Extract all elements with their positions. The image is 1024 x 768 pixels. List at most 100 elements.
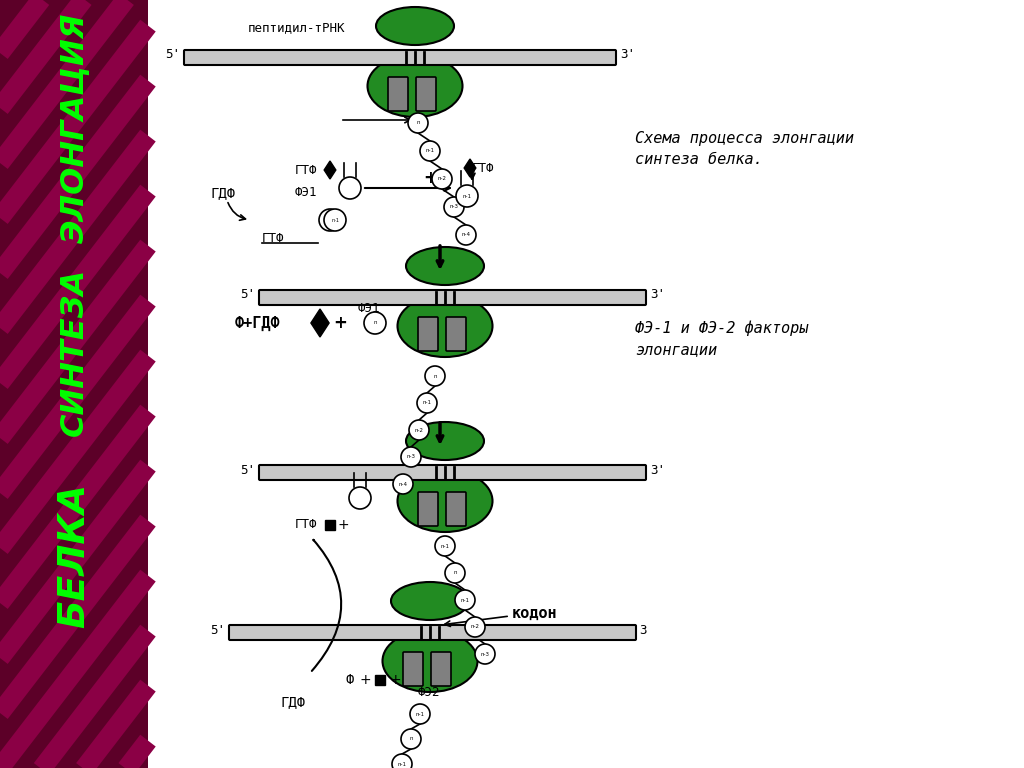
- Text: n-1: n-1: [423, 400, 431, 406]
- Text: ЭЛОНГАЦИЯ: ЭЛОНГАЦИЯ: [58, 13, 89, 243]
- Circle shape: [319, 209, 341, 231]
- Circle shape: [392, 754, 412, 768]
- Text: n-3: n-3: [407, 455, 416, 459]
- Circle shape: [456, 225, 476, 245]
- Text: n-2: n-2: [470, 624, 479, 630]
- Ellipse shape: [397, 295, 493, 357]
- Circle shape: [324, 209, 346, 231]
- Text: 3': 3': [650, 289, 665, 302]
- Text: БЕЛКА: БЕЛКА: [56, 483, 92, 628]
- Text: n: n: [454, 571, 457, 575]
- Text: n-1: n-1: [331, 217, 339, 223]
- Circle shape: [425, 366, 445, 386]
- Text: n-3: n-3: [480, 651, 489, 657]
- FancyBboxPatch shape: [403, 652, 423, 686]
- FancyBboxPatch shape: [416, 77, 436, 111]
- Text: n-1: n-1: [397, 762, 407, 766]
- Ellipse shape: [397, 470, 493, 532]
- Text: n: n: [433, 373, 437, 379]
- Text: Ф+ГДФ: Ф+ГДФ: [234, 316, 280, 330]
- Circle shape: [420, 141, 440, 161]
- FancyBboxPatch shape: [229, 625, 636, 640]
- Circle shape: [456, 185, 478, 207]
- Circle shape: [444, 197, 464, 217]
- Text: +: +: [337, 518, 349, 532]
- Text: +: +: [333, 314, 347, 332]
- Ellipse shape: [376, 7, 454, 45]
- Text: n-1: n-1: [463, 194, 471, 198]
- Circle shape: [435, 536, 455, 556]
- FancyBboxPatch shape: [418, 317, 438, 351]
- Text: 5': 5': [240, 289, 255, 302]
- Bar: [375, 675, 385, 685]
- Text: ФЭ2: ФЭ2: [418, 686, 440, 699]
- Text: Схема процесса элонгации: Схема процесса элонгации: [635, 131, 854, 145]
- FancyBboxPatch shape: [446, 317, 466, 351]
- Text: 3': 3': [650, 464, 665, 476]
- FancyBboxPatch shape: [259, 290, 646, 305]
- Text: пептидил-тРНК: пептидил-тРНК: [248, 22, 345, 35]
- Circle shape: [364, 312, 386, 334]
- Text: элонгации: элонгации: [635, 343, 717, 357]
- Text: ФЭ1: ФЭ1: [358, 302, 381, 315]
- Polygon shape: [325, 161, 336, 179]
- Circle shape: [455, 590, 475, 610]
- Bar: [325, 520, 335, 530]
- Text: n: n: [416, 121, 420, 125]
- Circle shape: [408, 113, 428, 133]
- Text: +: +: [359, 673, 371, 687]
- Text: n-2: n-2: [415, 428, 424, 432]
- Circle shape: [409, 420, 429, 440]
- Ellipse shape: [406, 247, 484, 285]
- Text: ФЭ-1 и ФЭ-2 факторы: ФЭ-1 и ФЭ-2 факторы: [635, 320, 808, 336]
- Text: ГТФ: ГТФ: [295, 518, 317, 531]
- Circle shape: [465, 617, 485, 637]
- Text: 5': 5': [240, 464, 255, 476]
- Circle shape: [410, 704, 430, 724]
- Text: ГТФ: ГТФ: [262, 231, 285, 244]
- Circle shape: [401, 729, 421, 749]
- Polygon shape: [464, 159, 476, 177]
- Circle shape: [432, 169, 452, 189]
- Text: +: +: [423, 169, 437, 187]
- Ellipse shape: [383, 630, 477, 692]
- FancyBboxPatch shape: [184, 50, 616, 65]
- Text: n-4: n-4: [462, 233, 470, 237]
- Text: ГДФ: ГДФ: [280, 695, 305, 709]
- Text: 5': 5': [210, 624, 225, 637]
- Ellipse shape: [368, 55, 463, 117]
- Circle shape: [417, 393, 437, 413]
- Text: n-1: n-1: [440, 544, 450, 548]
- Text: n-1: n-1: [461, 598, 469, 603]
- Text: Ф: Ф: [346, 673, 354, 687]
- Text: n-2: n-2: [437, 177, 446, 181]
- Circle shape: [339, 177, 361, 199]
- Text: синтеза белка.: синтеза белка.: [635, 153, 763, 167]
- Text: n: n: [410, 737, 413, 741]
- Text: +: +: [389, 673, 400, 687]
- FancyBboxPatch shape: [418, 492, 438, 526]
- Text: n-4: n-4: [398, 482, 408, 486]
- Text: СИНТЕЗА: СИНТЕЗА: [58, 268, 89, 436]
- Ellipse shape: [391, 582, 469, 620]
- Ellipse shape: [406, 422, 484, 460]
- Circle shape: [475, 644, 495, 664]
- Circle shape: [393, 474, 413, 494]
- Text: ГДФ: ГДФ: [210, 186, 236, 200]
- FancyBboxPatch shape: [259, 465, 646, 480]
- FancyBboxPatch shape: [446, 492, 466, 526]
- Text: кодон: кодон: [512, 605, 558, 621]
- Text: n: n: [374, 320, 377, 326]
- Text: ГТФ: ГТФ: [295, 164, 317, 177]
- Circle shape: [445, 563, 465, 583]
- Bar: [0, 0, 148, 768]
- Text: 5': 5': [165, 48, 180, 61]
- Circle shape: [401, 447, 421, 467]
- Text: ФЭ1: ФЭ1: [295, 187, 317, 200]
- FancyBboxPatch shape: [431, 652, 451, 686]
- FancyArrowPatch shape: [312, 540, 341, 671]
- Circle shape: [349, 487, 371, 509]
- Text: n-3: n-3: [450, 204, 459, 210]
- FancyBboxPatch shape: [388, 77, 408, 111]
- Polygon shape: [311, 309, 329, 337]
